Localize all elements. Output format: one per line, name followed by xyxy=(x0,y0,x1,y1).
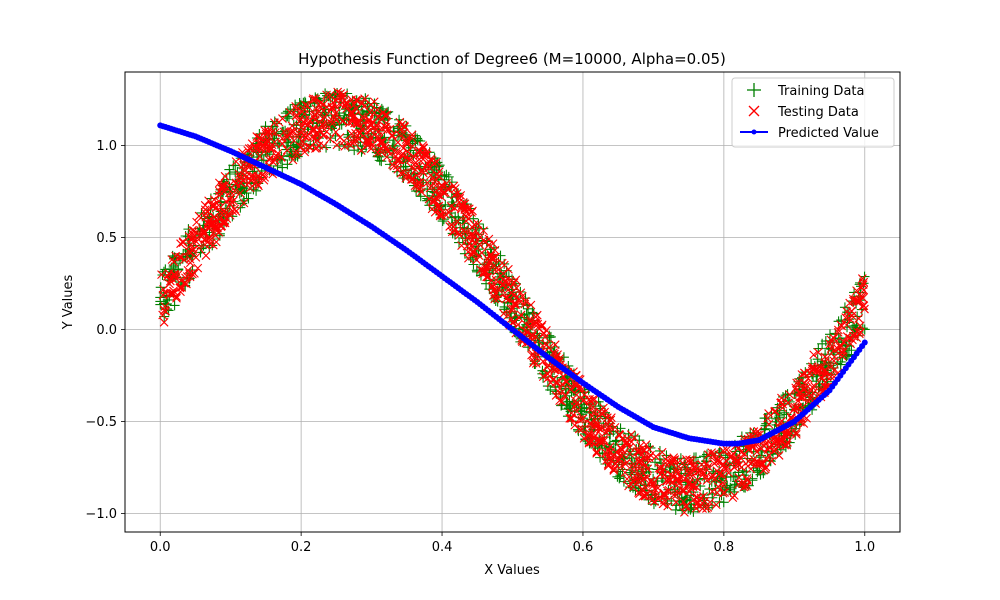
y-axis-ticks: −1.0 −0.5 0.0 0.5 1.0 xyxy=(85,139,125,522)
legend: Training Data Testing Data Predicted Val… xyxy=(731,77,895,148)
legend-marker-training xyxy=(747,83,761,97)
x-tick-label: 0.4 xyxy=(432,540,453,555)
legend-label-training: Training Data xyxy=(777,84,864,99)
y-tick-label: −0.5 xyxy=(85,415,117,430)
y-tick-label: 0.5 xyxy=(96,231,117,246)
x-axis-label: X Values xyxy=(484,563,540,578)
x-axis-ticks: 0.0 0.2 0.4 0.6 0.8 1.0 xyxy=(150,532,875,555)
plot-area-data xyxy=(155,87,870,517)
legend-marker-predicted xyxy=(740,129,768,135)
y-axis-label: Y Values xyxy=(61,275,76,331)
y-tick-label: 0.0 xyxy=(96,323,117,338)
legend-label-testing: Testing Data xyxy=(777,105,859,120)
x-tick-label: 0.8 xyxy=(714,540,735,555)
legend-marker-testing xyxy=(748,105,760,117)
testing-data-points xyxy=(157,87,869,517)
legend-label-predicted: Predicted Value xyxy=(778,126,879,141)
legend-box xyxy=(731,77,895,148)
chart-title: Hypothesis Function of Degree6 (M=10000,… xyxy=(298,50,726,68)
x-tick-label: 0.0 xyxy=(150,540,171,555)
y-tick-label: 1.0 xyxy=(96,139,117,154)
x-tick-label: 1.0 xyxy=(854,540,875,555)
y-tick-label: −1.0 xyxy=(85,507,117,522)
predicted-value-series xyxy=(157,122,868,447)
testing-markers xyxy=(157,87,869,517)
axes-frame xyxy=(124,71,901,533)
x-tick-label: 0.6 xyxy=(573,540,594,555)
x-tick-label: 0.2 xyxy=(291,540,312,555)
predicted-point xyxy=(861,339,868,346)
